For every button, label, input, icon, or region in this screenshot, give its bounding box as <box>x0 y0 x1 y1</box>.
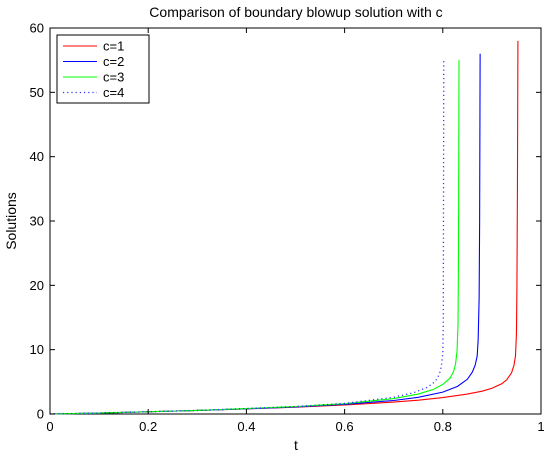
legend-label: c=4 <box>103 85 124 100</box>
x-tick-label: 0 <box>46 419 53 434</box>
legend-label: c=2 <box>103 54 124 69</box>
y-tick-label: 30 <box>30 214 44 229</box>
x-tick-label: 0.4 <box>237 419 255 434</box>
series-line-c=4 <box>49 60 445 415</box>
y-tick-label: 60 <box>30 21 44 36</box>
y-tick-label: 0 <box>37 407 44 422</box>
series-layer <box>49 40 519 415</box>
y-axis-label: Solutions <box>3 192 19 250</box>
x-tick-label: 0.6 <box>336 419 354 434</box>
y-tick-label: 10 <box>30 342 44 357</box>
legend-label: c=3 <box>103 70 124 85</box>
y-tick-label: 50 <box>30 85 44 100</box>
x-axis-label: t <box>294 437 298 453</box>
y-tick-label: 20 <box>30 278 44 293</box>
legend: c=1c=2c=3c=4 <box>56 34 150 104</box>
x-tick-label: 0.8 <box>434 419 452 434</box>
chart-title: Comparison of boundary blowup solution w… <box>149 4 442 20</box>
y-tick-label: 40 <box>30 149 44 164</box>
x-tick-label: 1 <box>537 419 544 434</box>
legend-label: c=1 <box>103 39 124 54</box>
x-tick-label: 0.2 <box>139 419 157 434</box>
